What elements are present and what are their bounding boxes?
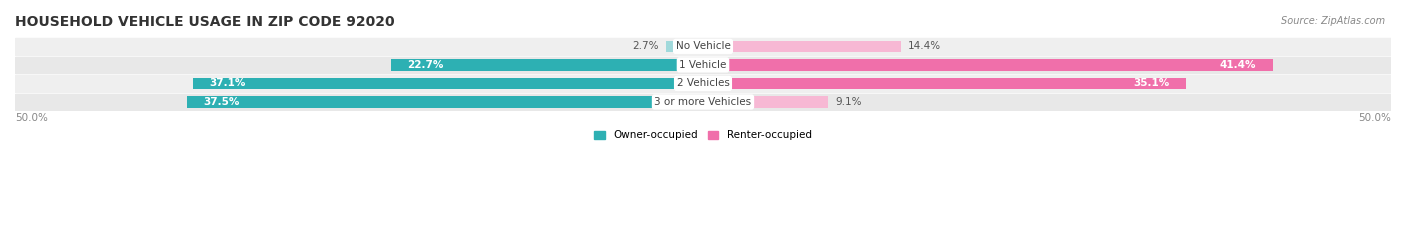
Text: 37.5%: 37.5% (204, 97, 240, 107)
Text: HOUSEHOLD VEHICLE USAGE IN ZIP CODE 92020: HOUSEHOLD VEHICLE USAGE IN ZIP CODE 9202… (15, 15, 395, 29)
Text: Source: ZipAtlas.com: Source: ZipAtlas.com (1281, 16, 1385, 26)
Text: 14.4%: 14.4% (908, 41, 941, 51)
Text: 41.4%: 41.4% (1219, 60, 1256, 70)
Text: 9.1%: 9.1% (835, 97, 862, 107)
Text: No Vehicle: No Vehicle (675, 41, 731, 51)
Bar (666, 41, 703, 52)
Bar (391, 59, 703, 71)
Bar (703, 78, 1187, 89)
Text: 37.1%: 37.1% (209, 79, 246, 89)
Bar (15, 57, 1391, 73)
Text: 50.0%: 50.0% (1358, 113, 1391, 123)
Bar (187, 96, 703, 108)
Legend: Owner-occupied, Renter-occupied: Owner-occupied, Renter-occupied (591, 126, 815, 145)
Text: 35.1%: 35.1% (1133, 79, 1170, 89)
Bar (15, 38, 1391, 55)
Bar (15, 75, 1391, 92)
Bar (703, 96, 828, 108)
Text: 3 or more Vehicles: 3 or more Vehicles (654, 97, 752, 107)
Text: 2.7%: 2.7% (633, 41, 659, 51)
Text: 50.0%: 50.0% (15, 113, 48, 123)
Text: 2 Vehicles: 2 Vehicles (676, 79, 730, 89)
Bar (193, 78, 703, 89)
Text: 1 Vehicle: 1 Vehicle (679, 60, 727, 70)
Bar (703, 59, 1272, 71)
Bar (703, 41, 901, 52)
Bar (15, 94, 1391, 110)
Text: 22.7%: 22.7% (408, 60, 443, 70)
